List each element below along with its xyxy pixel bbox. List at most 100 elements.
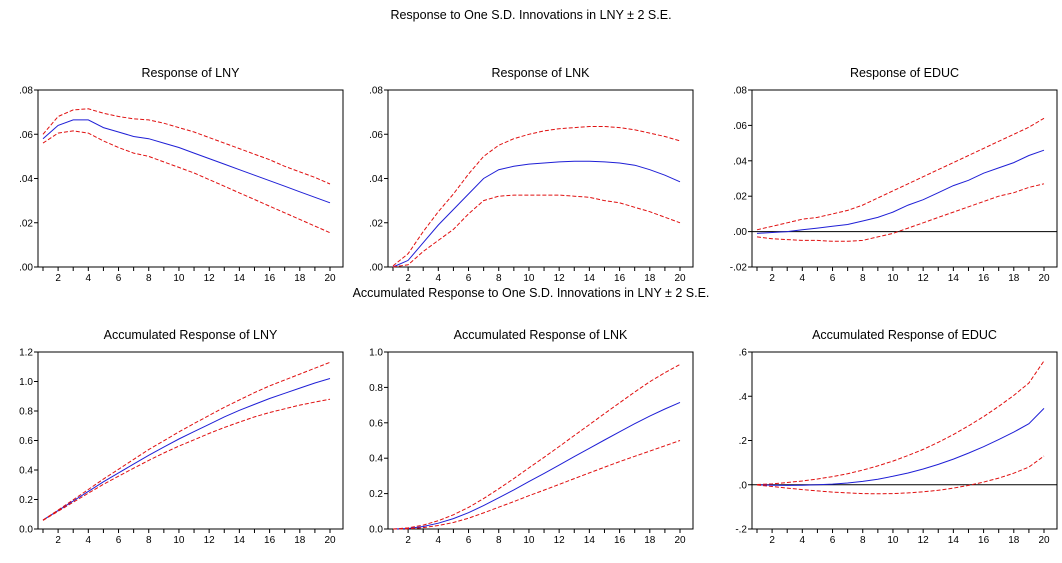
plot-frame	[387, 351, 694, 530]
y-tick-label: .02	[369, 218, 383, 229]
x-tick-label: 4	[436, 273, 442, 284]
y-tick-label: .2	[739, 436, 748, 447]
x-tick-label: 8	[146, 535, 152, 546]
y-tick-label: .08	[733, 86, 747, 97]
band-line-upper	[392, 363, 681, 530]
y-tick-label: 0.4	[369, 454, 383, 465]
x-tick-label: 10	[173, 535, 185, 546]
chart-title: Response of LNY	[142, 66, 241, 80]
response-line	[392, 160, 681, 268]
x-tick-label: 2	[405, 273, 411, 284]
y-tick-label: .06	[369, 130, 383, 141]
y-tick-label: .0	[739, 480, 748, 491]
response-line	[42, 378, 331, 521]
section-title-response: Response to One S.D. Innovations in LNY …	[390, 8, 672, 22]
x-tick-label: 4	[86, 535, 92, 546]
x-tick-label: 4	[800, 273, 806, 284]
response-line	[42, 119, 331, 204]
x-tick-label: 10	[523, 535, 535, 546]
band-line-upper	[756, 360, 1045, 485]
x-tick-label: 16	[614, 273, 626, 284]
chart-title: Response of EDUC	[850, 66, 959, 80]
y-tick-label: .00	[733, 227, 747, 238]
x-tick-label: 20	[674, 273, 686, 284]
y-tick-label: -.02	[730, 263, 748, 274]
x-tick-label: 20	[1038, 535, 1050, 546]
y-tick-label: 0.0	[19, 525, 33, 536]
response-line	[756, 408, 1045, 486]
x-tick-label: 14	[234, 273, 246, 284]
x-tick-label: 14	[584, 535, 596, 546]
x-tick-label: 20	[324, 273, 336, 284]
band-line-upper	[42, 108, 331, 185]
x-tick-label: 14	[234, 535, 246, 546]
plot-frame	[751, 89, 1058, 268]
x-tick-label: 8	[860, 535, 866, 546]
x-tick-label: 16	[978, 273, 990, 284]
x-tick-label: 18	[644, 273, 656, 284]
response-line	[756, 149, 1045, 234]
x-tick-label: 16	[978, 535, 990, 546]
y-tick-label: .6	[739, 348, 748, 359]
y-tick-label: .4	[739, 392, 748, 403]
y-tick-label: .04	[733, 156, 747, 167]
x-tick-label: 4	[800, 535, 806, 546]
y-tick-label: .08	[19, 86, 33, 97]
x-tick-label: 14	[948, 273, 960, 284]
y-tick-label: 0.8	[369, 383, 383, 394]
x-tick-label: 20	[1038, 273, 1050, 284]
y-tick-label: 1.2	[19, 348, 33, 359]
x-tick-label: 6	[116, 273, 122, 284]
y-tick-label: 0.2	[19, 495, 33, 506]
x-tick-label: 6	[830, 273, 836, 284]
chart-title: Accumulated Response of LNY	[104, 328, 278, 342]
y-tick-label: .00	[369, 263, 383, 274]
x-tick-label: 18	[1008, 273, 1020, 284]
x-tick-label: 10	[523, 273, 535, 284]
x-tick-label: 18	[294, 273, 306, 284]
band-line-lower	[392, 440, 681, 530]
x-tick-label: 6	[466, 273, 472, 284]
x-tick-label: 6	[466, 535, 472, 546]
x-tick-label: 12	[918, 273, 930, 284]
x-tick-label: 2	[769, 273, 775, 284]
y-tick-label: .06	[19, 130, 33, 141]
band-line-lower	[42, 398, 331, 521]
x-tick-label: 18	[1008, 535, 1020, 546]
response-line	[392, 401, 681, 530]
x-tick-label: 20	[324, 535, 336, 546]
x-tick-label: 18	[644, 535, 656, 546]
y-tick-label: 0.8	[19, 407, 33, 418]
y-tick-label: .06	[733, 121, 747, 132]
y-tick-label: .08	[369, 86, 383, 97]
x-tick-label: 4	[86, 273, 92, 284]
y-tick-label: .02	[19, 218, 33, 229]
x-tick-label: 10	[887, 535, 899, 546]
x-tick-label: 16	[614, 535, 626, 546]
y-tick-label: 0.4	[19, 466, 33, 477]
x-tick-label: 2	[405, 535, 411, 546]
x-tick-label: 8	[496, 273, 502, 284]
y-tick-label: 0.6	[19, 436, 33, 447]
x-tick-label: 2	[55, 273, 61, 284]
y-tick-label: 0.6	[369, 418, 383, 429]
band-line-upper	[392, 126, 681, 267]
x-tick-label: 8	[496, 535, 502, 546]
chart-title: Accumulated Response of EDUC	[812, 328, 997, 342]
y-tick-label: 0.0	[369, 525, 383, 536]
x-tick-label: 18	[294, 535, 306, 546]
x-tick-label: 12	[204, 535, 216, 546]
band-line-lower	[756, 455, 1045, 495]
x-tick-label: 8	[860, 273, 866, 284]
chart-title: Accumulated Response of LNK	[454, 328, 628, 342]
x-tick-label: 14	[948, 535, 960, 546]
y-tick-label: 1.0	[369, 348, 383, 359]
x-tick-label: 12	[554, 273, 566, 284]
chart-title: Response of LNK	[492, 66, 591, 80]
plot-frame	[37, 89, 344, 268]
x-tick-label: 10	[173, 273, 185, 284]
